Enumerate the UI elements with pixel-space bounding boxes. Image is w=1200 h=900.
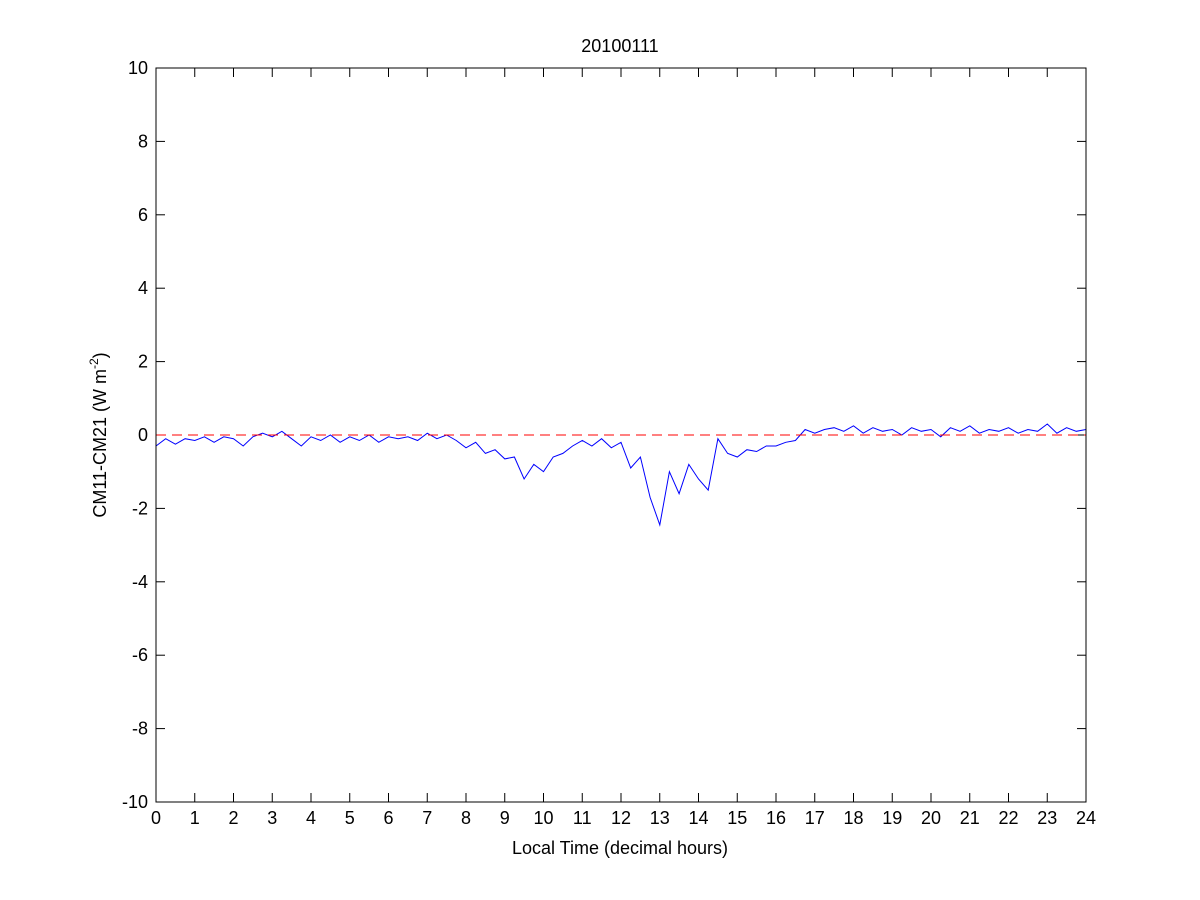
y-tick-label: -4 [132,572,148,592]
y-axis-label-superscript: -2 [87,358,101,369]
data-line-cm11-cm21 [155,423,1087,527]
x-tick-label: 21 [960,808,980,828]
y-tick-label: 4 [138,278,148,298]
x-tick-label: 5 [345,808,355,828]
chart-title: 20100111 [581,36,658,56]
x-tick-label: 7 [422,808,432,828]
x-tick-label: 6 [383,808,393,828]
plot-frame [155,67,1087,803]
x-tick-label: 16 [766,808,786,828]
x-tick-label: 9 [500,808,510,828]
x-tick-label: 20 [921,808,941,828]
x-tick-label: 12 [611,808,631,828]
y-tick-label: -10 [122,792,148,812]
x-tick-label: 11 [573,808,592,828]
x-tick-label: 14 [688,808,708,828]
x-tick-label: 8 [461,808,471,828]
y-tick-label: 10 [128,58,148,78]
x-tick-label: 18 [843,808,863,828]
x-tick-label: 13 [650,808,670,828]
x-tick-label: 0 [151,808,161,828]
y-tick-label: 0 [138,425,148,445]
x-tick-label: 4 [306,808,316,828]
x-tick-label: 23 [1037,808,1057,828]
x-tick-label: 22 [998,808,1018,828]
x-tick-label: 19 [882,808,902,828]
x-tick-label: 2 [228,808,238,828]
y-tick-label: 6 [138,205,148,225]
x-tick-label: 24 [1076,808,1096,828]
x-tick-label: 3 [267,808,277,828]
y-tick-label: -2 [132,498,148,518]
y-axis-label: CM11-CM21 (W m-2) [87,352,110,517]
x-axis-label: Local Time (decimal hours) [512,838,728,858]
x-tick-label: 10 [533,808,553,828]
x-tick-label: 17 [805,808,825,828]
y-axis-label-main: CM11-CM21 (W m [90,369,110,518]
axis-ticks: 0 1 2 3 4 5 6 7 8 9 10 11 12 13 14 15 16 17 18 19 20 21 22 23 24… [122,58,1096,828]
y-tick-label: -8 [132,719,148,739]
plot-series [155,423,1087,527]
x-tick-label: 1 [190,808,200,828]
y-tick-label: 8 [138,131,148,151]
x-tick-label: 15 [727,808,747,828]
y-tick-label: 2 [138,352,148,372]
y-tick-label: -6 [132,645,148,665]
y-axis-label-close: ) [90,352,110,358]
